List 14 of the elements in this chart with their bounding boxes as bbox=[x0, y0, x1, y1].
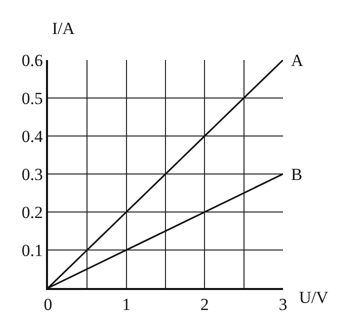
x-tick-label: 0 bbox=[44, 295, 52, 314]
y-tick-label: 0.1 bbox=[22, 240, 43, 260]
series-label: B bbox=[291, 165, 302, 184]
y-tick-label: 0.3 bbox=[22, 164, 43, 184]
y-tick-label: 0.6 bbox=[22, 50, 43, 70]
y-tick-label: 0.4 bbox=[22, 126, 44, 146]
y-tick-label: 0.5 bbox=[22, 88, 43, 108]
x-tick-label: 1 bbox=[122, 295, 131, 314]
x-axis-title: U/V bbox=[299, 288, 329, 307]
y-axis-title: I/A bbox=[52, 19, 76, 38]
x-tick-label: 3 bbox=[278, 295, 288, 314]
series-label: A bbox=[291, 51, 304, 70]
x-tick-label: 2 bbox=[200, 295, 209, 314]
y-tick-label: 0.2 bbox=[22, 202, 43, 222]
